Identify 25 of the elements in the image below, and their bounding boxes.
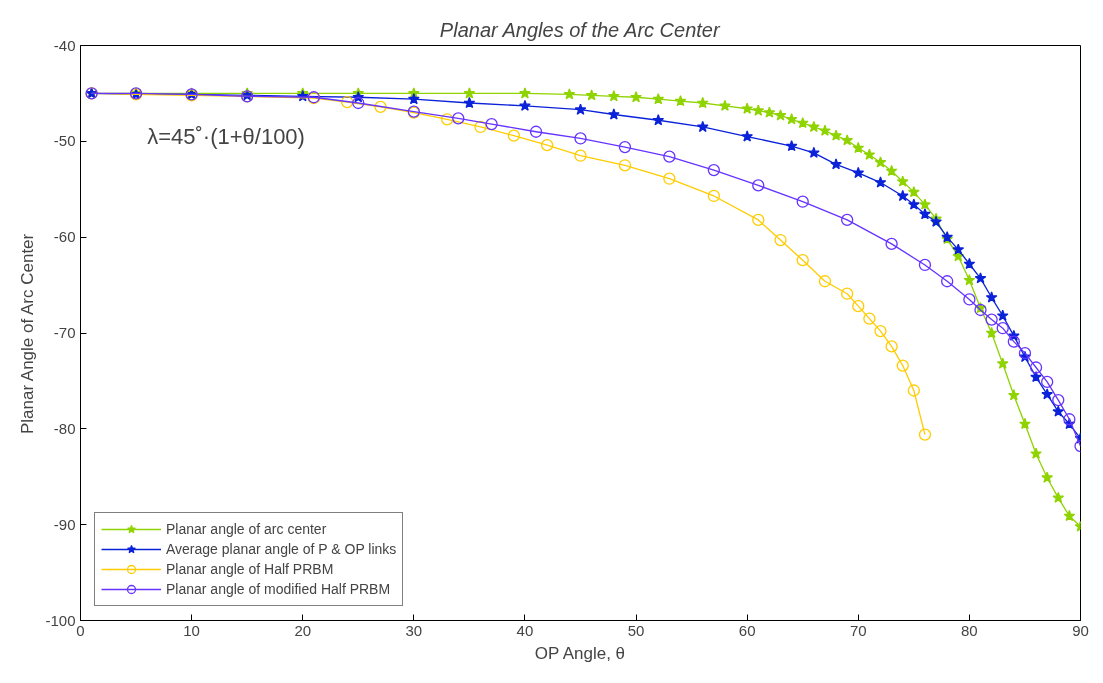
x-tick-label: 30 <box>405 621 423 639</box>
x-tick-label: 60 <box>738 621 756 639</box>
x-tick-label: 50 <box>627 621 645 639</box>
y-tick-label: -60 <box>53 228 76 246</box>
x-tick-label: 20 <box>294 621 312 639</box>
legend-label: Planar angle of Half PRBM <box>166 560 334 578</box>
x-tick-label: 80 <box>961 621 978 639</box>
y-tick-label: -100 <box>45 611 76 629</box>
y-tick-label: -70 <box>53 324 76 341</box>
y-tick-label: -40 <box>53 36 76 54</box>
x-tick-label: 70 <box>849 621 867 639</box>
y-tick-label: -50 <box>53 132 76 150</box>
y-axis-title: Planar Angle of Arc Center <box>18 233 38 435</box>
legend-label: Planar angle of arc center <box>166 520 327 538</box>
legend-label: Planar angle of modified Half PRBM <box>166 580 391 598</box>
y-tick-label: -90 <box>53 515 76 533</box>
x-tick-label: 90 <box>1072 621 1089 639</box>
x-tick-label: 0 <box>76 621 85 639</box>
x-tick-label: 10 <box>183 621 200 639</box>
x-axis-title: OP Angle, θ <box>534 643 626 663</box>
annotation: λ=45˚·(1+θ/100) <box>147 124 305 149</box>
legend-label: Average planar angle of P & OP links <box>166 540 397 558</box>
chart-title: Planar Angles of the Arc Center <box>439 18 721 41</box>
y-tick-label: -80 <box>53 419 76 437</box>
x-tick-label: 40 <box>516 621 534 639</box>
